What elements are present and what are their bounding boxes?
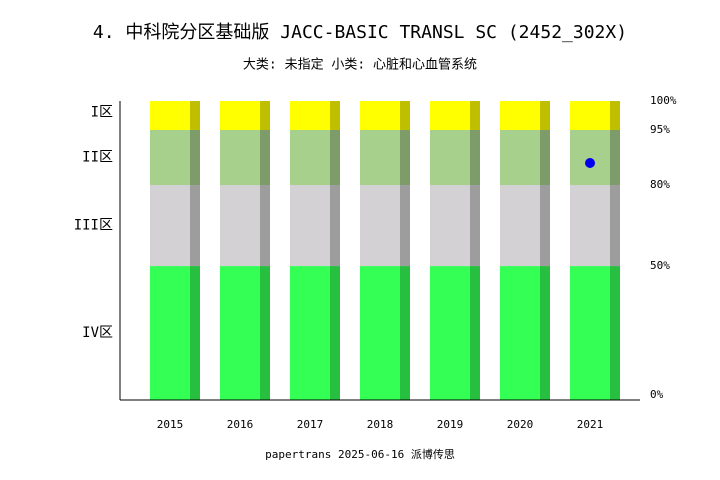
bar-segment-side: [260, 130, 270, 186]
bar-segment: [290, 130, 330, 186]
bar-segment-side: [400, 101, 410, 131]
bar-segment: [290, 266, 330, 400]
bar-segment-side: [330, 101, 340, 131]
bar-segment: [570, 266, 610, 400]
bar-segment: [150, 185, 190, 267]
bar-segment: [570, 101, 610, 131]
bar-segment-side: [610, 266, 620, 400]
bar-segment-side: [470, 185, 480, 267]
bar-segment-side: [330, 266, 340, 400]
y-tick-label: 100%: [650, 94, 677, 107]
bar-segment-side: [540, 185, 550, 267]
x-tick-label: 2018: [367, 418, 394, 431]
y-tick-label: 80%: [650, 178, 670, 191]
zone-label: I区: [91, 105, 113, 121]
bar-segment-side: [260, 185, 270, 267]
bar-segment-side: [540, 101, 550, 131]
chart-title: 4. 中科院分区基础版 JACC-BASIC TRANSL SC (2452_3…: [93, 22, 627, 43]
bar-segment: [570, 185, 610, 267]
x-tick-label: 2015: [157, 418, 184, 431]
bar-segment-side: [190, 266, 200, 400]
bar-segment-side: [540, 266, 550, 400]
bar-segment-side: [190, 101, 200, 131]
bar-segment: [430, 130, 470, 186]
bar-segment: [150, 101, 190, 131]
y-tick-label: 0%: [650, 388, 664, 401]
bar-segment: [500, 101, 540, 131]
bar-segment: [290, 101, 330, 131]
bar-segment-side: [400, 266, 410, 400]
bar-segment: [430, 185, 470, 267]
x-tick-label: 2020: [507, 418, 534, 431]
bar-segment: [500, 130, 540, 186]
x-tick-label: 2021: [577, 418, 604, 431]
x-tick-label: 2019: [437, 418, 464, 431]
bar-segment-side: [400, 185, 410, 267]
bar-segment-side: [470, 130, 480, 186]
bar-segment-side: [260, 101, 270, 131]
bar-segment: [570, 130, 610, 186]
bar-segment: [360, 185, 400, 267]
marker-dot: [585, 158, 595, 169]
bar-segment-side: [470, 101, 480, 131]
bar-segment: [500, 266, 540, 400]
bar-segment-side: [470, 266, 480, 400]
bar-segment: [360, 130, 400, 186]
x-tick-label: 2016: [227, 418, 254, 431]
zone-label: IV区: [82, 325, 113, 341]
zone-label: III区: [74, 218, 113, 234]
bar-segment: [290, 185, 330, 267]
bar-segment: [220, 266, 260, 400]
bar-segment-side: [190, 185, 200, 267]
x-tick-label: 2017: [297, 418, 324, 431]
chart-subtitle: 大类: 未指定 小类: 心脏和心血管系统: [243, 58, 477, 73]
y-tick-label: 50%: [650, 259, 670, 272]
bar-segment: [220, 101, 260, 131]
bar-segment: [430, 266, 470, 400]
bar-segment: [150, 130, 190, 186]
bar-segment-side: [610, 185, 620, 267]
bar-segment-side: [190, 130, 200, 186]
bar-segment: [150, 266, 190, 400]
bar-segment-side: [330, 185, 340, 267]
bar-segment: [220, 185, 260, 267]
bar-segment: [430, 101, 470, 131]
bar-segment: [500, 185, 540, 267]
footer: papertrans 2025-06-16 派博传思: [265, 448, 455, 461]
bar-segment-side: [610, 101, 620, 131]
bar-segment: [360, 101, 400, 131]
y-tick-label: 95%: [650, 123, 670, 136]
bar-segment-side: [610, 130, 620, 186]
bar-segment-side: [330, 130, 340, 186]
bar-segment-side: [540, 130, 550, 186]
bar-segment-side: [400, 130, 410, 186]
bar-segment: [220, 130, 260, 186]
zone-label: II区: [82, 150, 113, 166]
bar-segment: [360, 266, 400, 400]
bar-segment-side: [260, 266, 270, 400]
